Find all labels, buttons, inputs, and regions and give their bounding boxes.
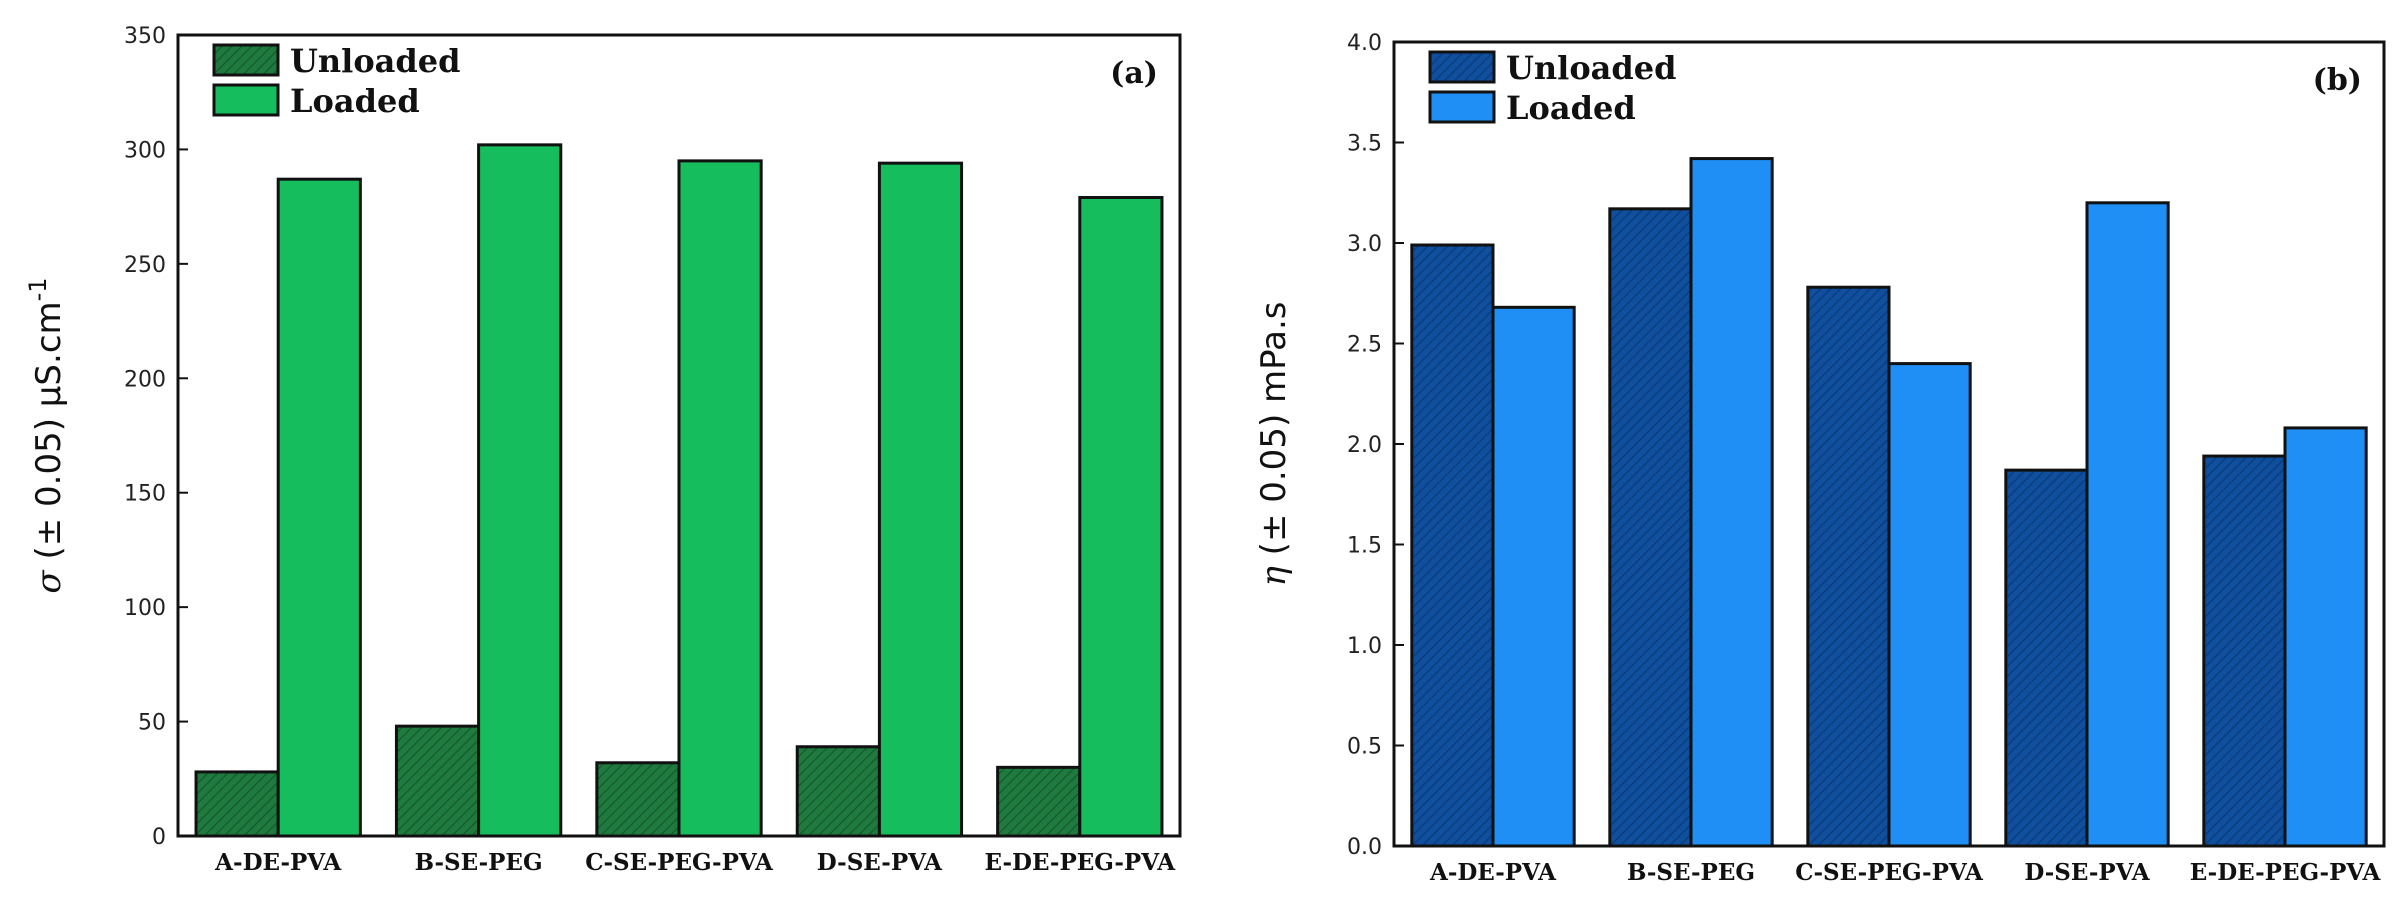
y-tick-label-b: 0.5 (1347, 735, 1382, 760)
legend-swatch-a-loaded (212, 83, 280, 117)
y-axis-label-b: η (± 0.05) mPa.s (1254, 302, 1294, 587)
bar-b-loaded-b-se-peg (1689, 157, 1774, 848)
bar-a-unloaded-d-se-pva (795, 745, 881, 838)
bar-b-unloaded-e-de-peg-pva (2202, 454, 2287, 848)
x-tick-label-b: A-DE-PVA (1429, 859, 1557, 886)
panel-label-a: (a) (1110, 56, 1158, 91)
y-tick-label-b: 3.0 (1347, 232, 1382, 257)
y-tick-label-a: 250 (124, 253, 166, 278)
y-tick-label-b: 1.0 (1347, 634, 1382, 659)
y-tick-label-b: 2.5 (1347, 333, 1382, 358)
x-tick-label-a: C-SE-PEG-PVA (585, 849, 774, 876)
bar-a-loaded-e-de-peg-pva (1078, 195, 1164, 838)
bar-b-unloaded-b-se-peg (1608, 207, 1693, 848)
legend-swatch-b-unloaded (1428, 50, 1496, 84)
bar-b-unloaded-d-se-pva (2004, 468, 2089, 848)
chart-panel-b: 0.0 0.5 1.0 1.5 2.0 2.5 3.0 3.5 4.0 A-DE-PVA B-SE-… (1254, 31, 2386, 886)
plot-frame-a (176, 33, 1182, 838)
x-tick-label-a: A-DE-PVA (214, 849, 342, 876)
y-tick-label-b: 0.0 (1347, 835, 1382, 860)
legend-label-a-loaded: Loaded (290, 82, 420, 120)
y-tick-label-a: 350 (124, 24, 166, 49)
x-tick-label-b: E-DE-PEG-PVA (2190, 859, 2382, 886)
y-tick-label-a: 0 (152, 825, 166, 850)
y-tick-label-a: 150 (124, 482, 166, 507)
chart-panel-a: 0 50 100 150 200 250 300 350 A-DE-PVA B-SE-PEG C-S… (24, 24, 1182, 876)
bar-b-loaded-c-se-peg-pva (1887, 362, 1972, 848)
bar-b-loaded-a-de-pva (1491, 305, 1576, 848)
y-tick-label-a: 300 (124, 138, 166, 163)
bar-a-loaded-c-se-peg-pva (677, 159, 763, 838)
panel-label-b: (b) (2313, 63, 2362, 98)
y-axis-label-a: σ (± 0.05) µS.cm-1 (24, 277, 69, 593)
bar-a-unloaded-a-de-pva (194, 770, 280, 838)
y-tick-label-a: 100 (124, 596, 166, 621)
y-tick-label-b: 2.0 (1347, 433, 1382, 458)
bar-a-unloaded-b-se-peg (394, 724, 481, 838)
x-tick-label-b: B-SE-PEG (1627, 859, 1755, 886)
bar-b-unloaded-a-de-pva (1410, 243, 1495, 848)
x-tick-label-a: E-DE-PEG-PVA (985, 849, 1177, 876)
x-tick-label-a: B-SE-PEG (415, 849, 543, 876)
legend-swatch-a-unloaded (212, 43, 280, 77)
legend-label-a-unloaded: Unloaded (290, 42, 461, 80)
legend-label-b-loaded: Loaded (1506, 89, 1636, 127)
bar-a-loaded-a-de-pva (276, 177, 362, 838)
bar-a-unloaded-c-se-peg-pva (595, 761, 681, 838)
x-tick-label-b: D-SE-PVA (2024, 859, 2150, 886)
bar-b-loaded-e-de-peg-pva (2283, 426, 2368, 848)
x-tick-label-a: D-SE-PVA (817, 849, 943, 876)
y-tick-label-a: 200 (124, 367, 166, 392)
legend-swatch-b-loaded (1428, 90, 1496, 124)
bar-a-loaded-d-se-pva (877, 161, 964, 838)
y-tick-label-b: 4.0 (1347, 31, 1382, 56)
x-tick-label-b: C-SE-PEG-PVA (1795, 859, 1984, 886)
y-tick-label-b: 3.5 (1347, 132, 1382, 157)
y-tick-label-a: 50 (138, 711, 166, 736)
bar-a-loaded-b-se-peg (477, 143, 563, 838)
y-tick-label-b: 1.5 (1347, 534, 1382, 559)
bar-b-loaded-d-se-pva (2085, 201, 2170, 848)
legend-label-b-unloaded: Unloaded (1506, 49, 1677, 87)
bar-b-unloaded-c-se-peg-pva (1806, 285, 1891, 848)
bar-a-unloaded-e-de-peg-pva (996, 765, 1082, 838)
